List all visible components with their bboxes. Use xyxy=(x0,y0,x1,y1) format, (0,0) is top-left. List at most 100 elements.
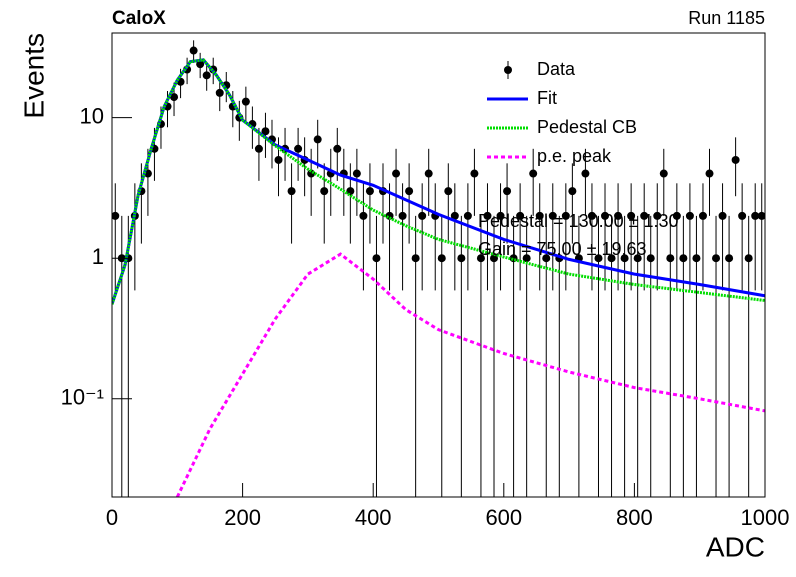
x-tick-label: 400 xyxy=(355,505,392,530)
data-point xyxy=(751,211,760,220)
data-point xyxy=(333,144,342,153)
data-point xyxy=(666,254,675,263)
data-point xyxy=(561,211,570,220)
plot-area xyxy=(112,40,765,497)
legend-label: Data xyxy=(537,59,576,79)
data-point xyxy=(483,211,492,220)
y-tick-label: 1 xyxy=(92,244,104,269)
data-point xyxy=(757,211,765,220)
data-point xyxy=(594,254,603,263)
data-point xyxy=(261,127,270,136)
data-point xyxy=(529,169,538,178)
data-point xyxy=(359,211,368,220)
data-point xyxy=(405,187,414,196)
data-point xyxy=(692,254,701,263)
data-point xyxy=(392,169,401,178)
x-tick-label: 0 xyxy=(106,505,118,530)
data-point xyxy=(313,135,322,144)
run-label: Run 1185 xyxy=(688,8,765,28)
data-point xyxy=(346,187,355,196)
data-point xyxy=(601,211,610,220)
data-point xyxy=(679,254,688,263)
legend-swatch xyxy=(504,66,512,74)
y-axis-label: Events xyxy=(18,33,49,119)
data-point xyxy=(444,187,453,196)
data-point xyxy=(718,211,727,220)
data-point xyxy=(627,211,636,220)
x-tick-label: 800 xyxy=(616,505,653,530)
data-point xyxy=(620,254,629,263)
data-point xyxy=(646,254,655,263)
data-point xyxy=(659,169,668,178)
frame xyxy=(111,32,766,498)
data-point xyxy=(653,211,662,220)
data-point xyxy=(522,254,531,263)
data-point xyxy=(548,211,557,220)
data-point xyxy=(738,211,747,220)
data-point xyxy=(437,254,446,263)
data-point xyxy=(170,93,179,102)
data-point xyxy=(457,254,466,263)
data-point xyxy=(112,211,120,220)
data-point xyxy=(254,144,263,153)
y-tick-label: 10 xyxy=(80,103,104,128)
annotation: Gain = 75.00 ± 19.63 xyxy=(478,239,647,259)
chart-title: CaloX xyxy=(112,8,166,29)
legend: Data Fit Pedestal CB p.e. peak xyxy=(487,59,637,166)
data-point xyxy=(568,187,577,196)
data-point xyxy=(196,60,205,69)
data-point xyxy=(287,187,296,196)
data-point xyxy=(215,88,224,97)
axes: 0 200 400 600 800 1000 10⁻¹ 1 10 xyxy=(61,103,790,529)
y-tick-label: 10⁻¹ xyxy=(61,385,104,410)
data-point xyxy=(633,254,642,263)
data-point xyxy=(581,169,590,178)
data-point xyxy=(744,254,753,263)
legend-label: Pedestal CB xyxy=(537,117,637,137)
data-point xyxy=(450,211,459,220)
data-point xyxy=(320,187,329,196)
fit-curve xyxy=(112,58,765,305)
data-point xyxy=(731,155,740,164)
data-point xyxy=(516,211,525,220)
legend-label: Fit xyxy=(537,88,557,108)
data-point xyxy=(470,169,479,178)
data-point xyxy=(424,169,433,178)
data-point xyxy=(725,254,734,263)
data-point xyxy=(503,187,512,196)
data-point xyxy=(685,211,694,220)
data-point xyxy=(189,46,198,55)
data-point xyxy=(294,144,303,153)
data-point xyxy=(490,254,499,263)
data-point xyxy=(418,211,427,220)
data-point xyxy=(535,211,544,220)
fit-curve xyxy=(175,252,765,497)
x-tick-label: 200 xyxy=(224,505,261,530)
data-point xyxy=(365,187,374,196)
data-point xyxy=(712,254,721,263)
data-point xyxy=(202,71,211,80)
x-axis-label: ADC xyxy=(706,531,765,562)
data-point xyxy=(607,254,616,263)
data-point xyxy=(698,211,707,220)
data-point xyxy=(372,254,381,263)
x-tick-label: 600 xyxy=(485,505,522,530)
fit-curve xyxy=(112,58,765,305)
data-point xyxy=(542,254,551,263)
data-point xyxy=(587,211,596,220)
data-point xyxy=(476,254,485,263)
legend-label: p.e. peak xyxy=(537,146,612,166)
data-point xyxy=(705,169,714,178)
data-point xyxy=(496,211,505,220)
data-point xyxy=(274,155,283,164)
data-point xyxy=(352,169,361,178)
data-point xyxy=(411,254,420,263)
annotation: Pedestal = 130.00 ± 1.30 xyxy=(478,211,679,231)
data-point xyxy=(640,211,649,220)
data-point xyxy=(463,211,472,220)
data-point xyxy=(672,211,681,220)
data-point xyxy=(398,211,407,220)
data-point xyxy=(241,97,250,106)
x-tick-label: 1000 xyxy=(741,505,790,530)
